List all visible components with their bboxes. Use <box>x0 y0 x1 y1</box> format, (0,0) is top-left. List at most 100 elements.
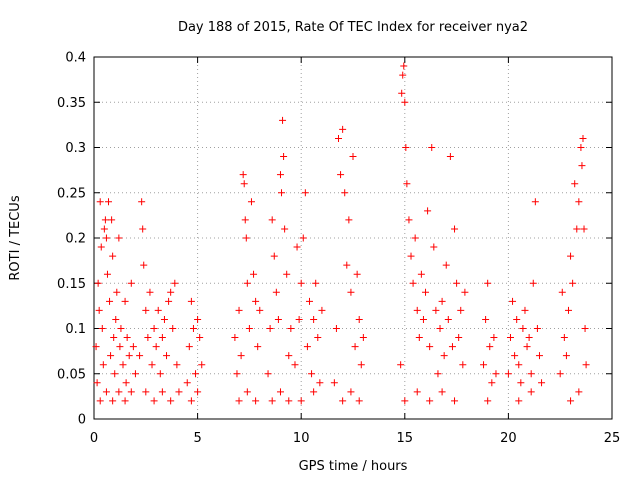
data-point <box>398 89 406 97</box>
data-point <box>256 306 264 314</box>
data-point <box>194 388 202 396</box>
data-point <box>428 144 436 151</box>
data-point <box>409 279 417 287</box>
data-point <box>305 297 313 305</box>
data-point <box>459 361 467 369</box>
data-point <box>436 325 444 332</box>
data-point <box>355 397 363 405</box>
data-point <box>287 325 295 332</box>
data-point <box>310 315 318 323</box>
data-point <box>112 315 120 323</box>
data-point <box>413 388 421 396</box>
data-point <box>243 279 251 287</box>
data-point <box>562 352 570 360</box>
data-point <box>291 361 299 369</box>
data-point <box>513 315 521 323</box>
data-point <box>98 325 106 332</box>
data-point <box>175 388 183 396</box>
x-tick-label: 15 <box>397 431 414 446</box>
data-point <box>127 279 135 287</box>
data-point <box>110 334 118 342</box>
data-point <box>142 388 150 396</box>
data-point <box>109 252 117 260</box>
data-point <box>167 288 175 296</box>
data-point <box>156 370 164 378</box>
data-point <box>127 388 135 396</box>
x-axis-label: GPS time / hours <box>299 459 408 474</box>
data-point <box>419 315 427 323</box>
x-tick-label: 10 <box>293 431 310 446</box>
y-axis-label: ROTI / TECUs <box>8 195 23 280</box>
data-point <box>301 189 309 197</box>
data-point <box>310 388 318 396</box>
data-point <box>347 288 355 296</box>
data-point <box>102 388 110 396</box>
data-point <box>264 370 272 378</box>
data-point <box>150 325 158 332</box>
data-point <box>334 134 342 142</box>
data-point <box>580 225 588 233</box>
data-point <box>240 180 248 188</box>
data-point <box>453 279 461 287</box>
data-point <box>138 198 146 206</box>
data-point <box>349 153 357 161</box>
data-point <box>484 397 492 405</box>
data-point <box>121 397 129 405</box>
data-point <box>353 270 361 278</box>
data-point <box>525 334 533 342</box>
y-tick-label: 0.3 <box>65 141 86 156</box>
data-point <box>357 361 365 369</box>
x-tick-label: 25 <box>604 431 621 446</box>
data-point <box>119 361 127 369</box>
data-point <box>581 325 589 332</box>
data-point <box>424 207 432 215</box>
data-point <box>129 343 137 351</box>
y-tick-label: 0.15 <box>57 277 86 292</box>
data-point <box>295 315 303 323</box>
data-point <box>285 397 293 405</box>
data-point <box>345 216 353 224</box>
data-point <box>148 361 156 369</box>
x-tick-label: 0 <box>90 431 98 446</box>
data-point <box>163 352 171 360</box>
data-point <box>283 270 291 278</box>
data-point <box>268 397 276 405</box>
data-point <box>106 297 114 305</box>
data-point <box>564 306 572 314</box>
data-point <box>569 279 577 287</box>
data-point <box>185 343 193 351</box>
data-point <box>281 225 289 233</box>
data-point <box>351 343 359 351</box>
data-point <box>165 297 173 305</box>
data-point <box>144 334 152 342</box>
data-point <box>426 343 434 351</box>
data-point <box>231 334 239 342</box>
data-point <box>274 315 282 323</box>
data-point <box>142 306 150 314</box>
data-point <box>96 198 104 206</box>
data-point <box>515 397 523 405</box>
data-point <box>509 297 517 305</box>
data-point <box>250 270 258 278</box>
y-tick-label: 0.2 <box>65 232 86 247</box>
data-point <box>92 343 100 351</box>
data-point <box>121 297 129 305</box>
data-point <box>402 144 410 151</box>
data-point <box>438 297 446 305</box>
x-tick-label: 5 <box>193 431 201 446</box>
data-point <box>523 343 531 351</box>
data-point <box>107 352 115 360</box>
data-point <box>401 397 409 405</box>
data-point <box>194 315 202 323</box>
data-point <box>515 361 523 369</box>
data-point <box>337 171 345 179</box>
data-point <box>407 252 415 260</box>
data-point <box>308 370 316 378</box>
data-point <box>432 306 440 314</box>
data-point <box>422 288 430 296</box>
data-point <box>517 379 525 387</box>
data-point <box>567 397 575 405</box>
data-point <box>171 279 179 287</box>
data-point <box>196 334 204 342</box>
